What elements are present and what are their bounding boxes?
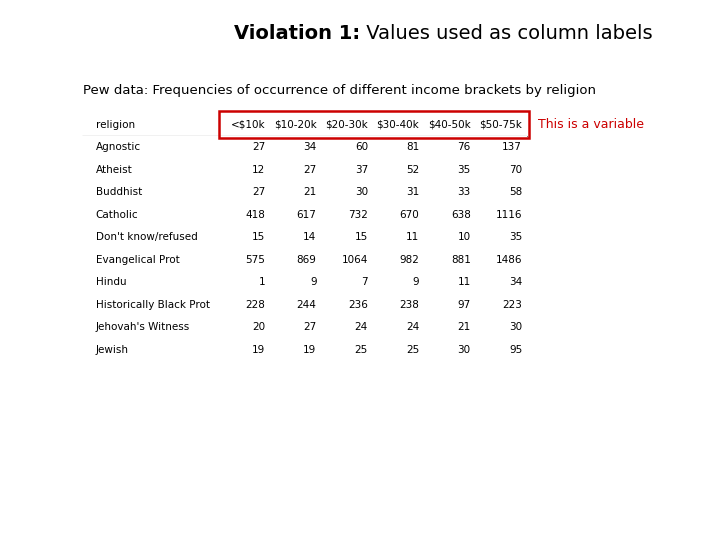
Text: Pew data: Frequencies of occurrence of different income brackets by religion: Pew data: Frequencies of occurrence of d… <box>83 84 596 97</box>
Text: This is a variable: This is a variable <box>538 118 644 131</box>
Text: Values used as column labels: Values used as column labels <box>360 24 652 43</box>
Text: Violation 1:: Violation 1: <box>234 24 360 43</box>
